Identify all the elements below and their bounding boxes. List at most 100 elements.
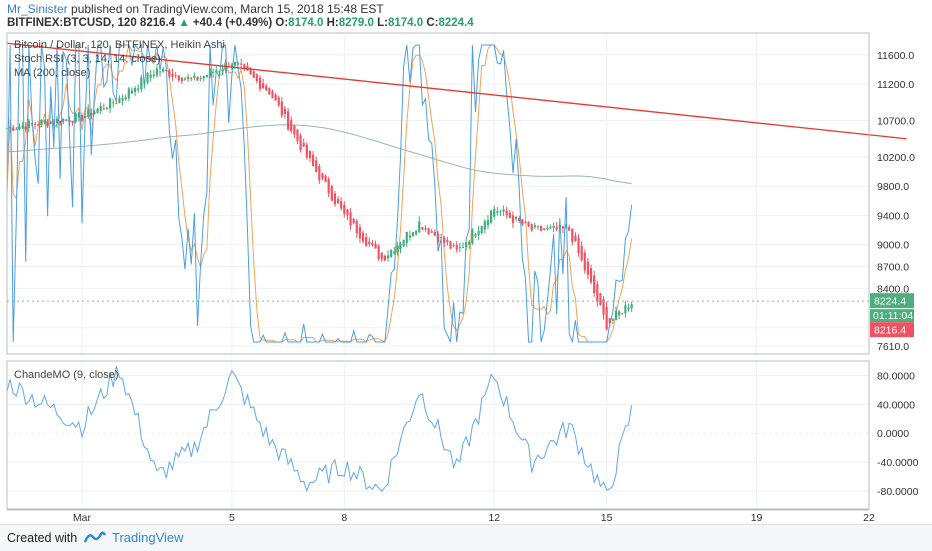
candle-body xyxy=(396,245,399,253)
candle-body xyxy=(549,227,552,229)
candle-body xyxy=(205,74,208,78)
candle-body xyxy=(527,222,530,227)
price-tick-label: 10200.0 xyxy=(877,152,915,164)
candle-body xyxy=(546,227,549,230)
candle-body xyxy=(555,226,558,230)
candle-body xyxy=(112,102,115,104)
candle-body xyxy=(574,235,577,241)
chandemo-line xyxy=(6,365,633,493)
legend-main[interactable]: Bitcoin / Dollar, 120, BITFINEX, Heikin … xyxy=(14,39,225,51)
candle-body xyxy=(196,76,199,81)
legend: Bitcoin / Dollar, 120, BITFINEX, Heikin … xyxy=(14,39,225,381)
chart-canvas[interactable]: 11600.0 11200.0 10700.0 10200.0 9800.0 9400.0… xyxy=(0,0,932,524)
candle-body xyxy=(218,70,221,72)
candle-body xyxy=(589,268,593,283)
candle-body xyxy=(15,129,18,131)
trendline[interactable] xyxy=(6,42,907,140)
price-tick-label: 7610.0 xyxy=(877,341,909,353)
candle-body xyxy=(580,245,583,261)
candle-body xyxy=(383,255,386,261)
candle-body xyxy=(199,78,202,80)
candle-body xyxy=(624,305,627,314)
legend-chandemo[interactable]: ChandeMO (9, close) xyxy=(14,369,119,381)
candle-body xyxy=(77,112,80,118)
candle-body xyxy=(393,251,396,254)
candle-body xyxy=(418,221,421,233)
price-tick-label: 9400.0 xyxy=(877,210,909,222)
candle-body xyxy=(283,108,287,115)
candle-body xyxy=(174,75,177,77)
candle-body xyxy=(349,212,352,226)
candle-body xyxy=(302,142,305,147)
candle-body xyxy=(499,211,502,213)
candle-body xyxy=(168,70,171,77)
legend-stoch-rsi[interactable]: Stoch RSI (3, 3, 14, 14, close) xyxy=(14,53,161,65)
tradingview-logo[interactable]: TradingView xyxy=(84,530,184,545)
candle-body xyxy=(190,77,193,79)
candle-body xyxy=(433,231,436,236)
candle-body xyxy=(46,121,49,127)
author-link[interactable]: Mr_Sinister xyxy=(7,2,68,16)
candle-body xyxy=(49,121,52,124)
candle-body xyxy=(508,212,511,219)
candle-body xyxy=(252,71,255,78)
candle-body xyxy=(249,68,252,75)
candle-body xyxy=(183,78,187,80)
published-text: published on TradingView.com, March 15, … xyxy=(71,2,384,16)
candle-body xyxy=(99,106,102,111)
last-price: 8216.4 xyxy=(139,17,176,29)
stoch-rsi-lines xyxy=(6,43,633,343)
low-label: L: xyxy=(377,17,388,29)
tradingview-logo-icon xyxy=(84,531,106,543)
candle-body xyxy=(262,83,265,89)
candle-body xyxy=(24,126,27,130)
time-tick-label: 19 xyxy=(751,512,763,524)
candle-body xyxy=(486,220,490,226)
price-tick-label: 10700.0 xyxy=(877,116,915,128)
candle-body xyxy=(343,204,346,214)
time-tick-label: 15 xyxy=(601,512,613,524)
candle-body xyxy=(490,210,493,223)
candle-body xyxy=(377,246,380,260)
candle-body xyxy=(424,228,427,230)
candle-body xyxy=(371,242,374,245)
close-price-badge xyxy=(870,293,914,309)
candle-body xyxy=(327,178,330,194)
close-value: 8224.4 xyxy=(438,17,474,29)
ma-200-line xyxy=(6,124,632,185)
legend-ma[interactable]: MA (200, close) xyxy=(14,67,90,79)
price-change: +40.4 (+0.49%) xyxy=(192,17,273,29)
candle-body xyxy=(127,88,130,99)
candle-body xyxy=(352,218,355,223)
candle-body xyxy=(346,209,349,216)
open-value: 8174.0 xyxy=(288,17,324,29)
price-tick-label: 9000.0 xyxy=(877,240,909,252)
stoch-k-path xyxy=(6,43,633,343)
candle-body xyxy=(149,74,152,78)
candle-body xyxy=(118,98,121,103)
heikin-ashi-candles xyxy=(5,58,633,331)
candle-body xyxy=(277,97,280,106)
price-pane-frame xyxy=(6,32,870,355)
candle-body xyxy=(355,220,358,234)
candle-body xyxy=(152,74,155,77)
candle-body xyxy=(564,226,568,228)
candle-body xyxy=(146,72,149,83)
candle-body xyxy=(530,224,533,231)
candle-body xyxy=(421,226,424,230)
candle-body xyxy=(440,237,443,239)
candle-body xyxy=(514,216,518,220)
candle-body xyxy=(618,311,621,316)
time-tick-label: 12 xyxy=(488,512,500,524)
candle-body xyxy=(308,151,312,159)
high-value: 8279.0 xyxy=(338,17,374,29)
candle-body xyxy=(233,61,237,66)
candle-body xyxy=(483,221,486,230)
low-value: 8174.0 xyxy=(387,17,424,29)
candle-body xyxy=(577,238,580,254)
candle-body xyxy=(137,88,140,90)
candle-body xyxy=(115,102,118,104)
trendline-segment xyxy=(6,42,907,140)
publish-line: Mr_Sinister published on TradingView.com… xyxy=(7,2,384,16)
candle-body xyxy=(87,109,90,117)
